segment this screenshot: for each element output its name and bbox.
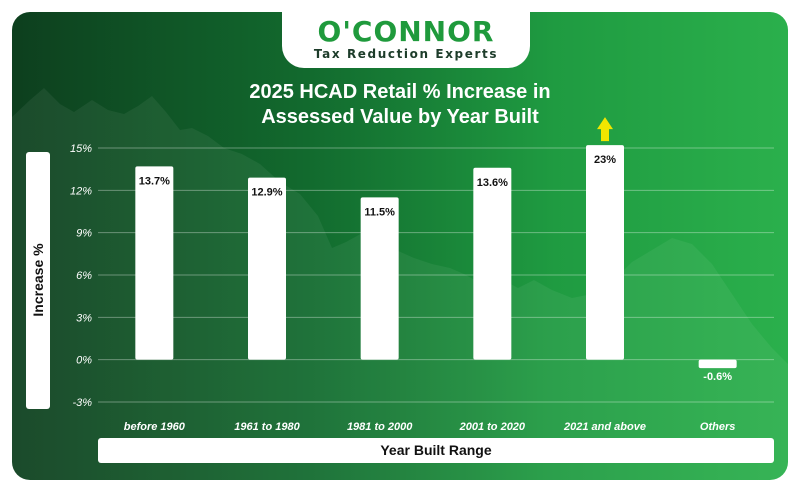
y-tick-label: 12% xyxy=(70,185,92,197)
y-tick-label: 3% xyxy=(76,312,92,324)
logo-tab: O'CONNOR Tax Reduction Experts xyxy=(282,12,530,68)
bar xyxy=(248,177,286,360)
chart-card: 15% 12% 9% 6% 3% 0% -3% 13.7% before 1960 12.9% 1… xyxy=(12,12,788,480)
bar xyxy=(473,167,512,360)
data-label: 12.9% xyxy=(251,187,282,199)
plot-area: 15% 12% 9% 6% 3% 0% -3% 13.7% before 1960 12.9% 1… xyxy=(12,88,788,480)
chart-title: 2025 HCAD Retail % Increase in Assessed … xyxy=(12,80,788,130)
data-label: 11.5% xyxy=(364,206,395,218)
bar xyxy=(135,166,174,360)
x-tick-label: 1981 to 2000 xyxy=(347,421,413,433)
data-label: -0.6% xyxy=(703,371,732,383)
x-tick-label: Others xyxy=(700,421,735,433)
y-tick-label: 15% xyxy=(70,143,92,155)
bar xyxy=(360,197,399,360)
y-tick-label: -3% xyxy=(72,397,92,409)
x-tick-label: 2001 to 2020 xyxy=(459,421,526,433)
data-label: 13.6% xyxy=(477,177,508,189)
bar xyxy=(586,145,624,360)
data-label: 13.7% xyxy=(139,175,170,187)
x-tick-label: before 1960 xyxy=(124,421,186,433)
y-tick-label: 6% xyxy=(76,270,92,282)
chart-title-line2: Assessed Value by Year Built xyxy=(261,106,539,128)
bar xyxy=(698,359,737,369)
y-tick-label: 0% xyxy=(76,355,92,367)
data-label: 23% xyxy=(594,154,616,166)
x-axis-label: Year Built Range xyxy=(98,438,774,463)
chart-title-line1: 2025 HCAD Retail % Increase in xyxy=(249,81,551,103)
x-tick-label: 2021 and above xyxy=(563,421,646,433)
brand-logo: O'CONNOR xyxy=(317,15,495,48)
x-tick-label: 1961 to 1980 xyxy=(234,421,300,433)
background-skyline xyxy=(12,88,788,480)
y-tick-label: 9% xyxy=(76,228,92,240)
up-arrow-icon xyxy=(597,117,613,142)
y-axis-label-box xyxy=(26,152,50,409)
brand-tagline: Tax Reduction Experts xyxy=(313,47,499,61)
y-axis-label: Increase % xyxy=(30,243,46,317)
